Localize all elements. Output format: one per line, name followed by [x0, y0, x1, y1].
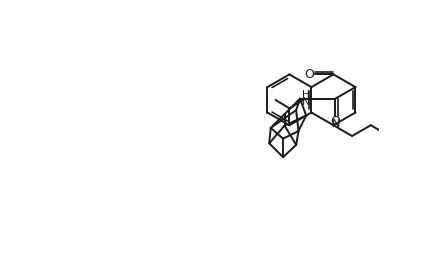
- Text: H: H: [302, 90, 310, 100]
- Text: N: N: [333, 119, 341, 129]
- Text: O: O: [330, 115, 341, 128]
- Text: O: O: [304, 68, 314, 81]
- Text: N: N: [302, 97, 310, 107]
